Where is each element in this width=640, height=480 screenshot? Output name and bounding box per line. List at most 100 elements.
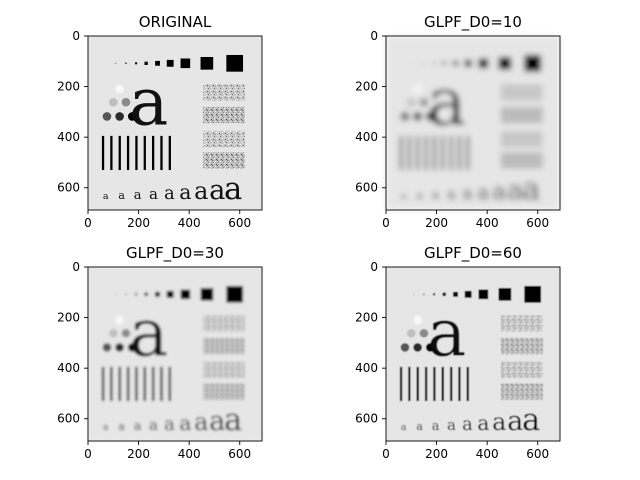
circle-mark [127,112,137,121]
noise-rectangle [203,337,245,355]
axes-frame [385,266,561,442]
vertical-bar [160,366,163,402]
small-letter: a [179,180,191,204]
noise-rectangle [203,152,245,169]
noise-rectangle [203,130,245,148]
vertical-bar [110,366,113,402]
square-mark [144,292,148,296]
square-mark [180,58,191,69]
vertical-bar [416,135,419,171]
circle-mark [400,343,410,352]
small-letter: a [416,420,423,433]
square-mark [200,287,214,301]
x-tick-label: 200 [425,216,448,230]
circle-mark [413,343,422,352]
square-mark [413,62,415,64]
x-tick-label: 600 [228,216,251,230]
y-tick-label: 600 [57,181,80,195]
circle-mark [115,315,124,325]
panel-title: GLPF_D0=60 [424,244,522,263]
noise-rectangle [501,84,543,101]
x-tick-label: 200 [425,447,448,461]
y-tick-label: 400 [57,130,80,144]
test-pattern-image: aa a a a a a a aa [88,36,262,210]
small-letter: a [447,185,456,203]
noise-rectangle [501,383,543,400]
panel-title: GLPF_D0=30 [126,244,224,263]
vertical-bar [449,366,453,402]
noise-rectangle [203,315,245,332]
square-mark [442,292,446,296]
small-letter: a [194,177,208,205]
square-mark [524,54,542,72]
x-tick-label: 0 [84,447,92,461]
vertical-bar [441,135,444,171]
small-letter: a [401,422,407,433]
axes-frame [385,35,561,211]
square-mark [453,60,458,66]
y-tick-label: 600 [355,181,378,195]
circle-mark [102,343,112,352]
noise-rectangle [203,106,245,124]
vertical-bar [399,135,403,171]
vertical-bar [424,135,428,171]
panel-title: ORIGINAL [139,13,212,31]
noise-rectangle [501,152,543,169]
axes-frame [87,35,263,211]
vertical-bar [160,135,163,171]
square-mark [524,285,542,303]
vertical-bar [458,135,461,171]
vertical-bar [110,135,113,171]
circle-mark [108,328,118,338]
x-tick-label: 600 [228,447,251,461]
small-letter: a [522,171,540,207]
vertical-bar [441,366,444,402]
square-mark [464,290,472,298]
y-tick-label: 200 [57,80,80,94]
big-letter: a [427,64,466,141]
small-letter: a [401,191,407,202]
square-mark [180,289,191,300]
noise-rectangle [501,315,543,332]
small-letter: a [209,406,225,437]
vertical-bar [466,135,469,171]
vertical-bar [135,366,138,402]
y-tick-label: 600 [355,412,378,426]
x-tick-label: 200 [127,216,150,230]
small-letter: a [194,408,208,436]
x-tick-label: 400 [178,216,201,230]
square-mark [200,56,214,70]
circle-mark [425,343,435,352]
small-letter: a [118,189,125,202]
square-mark [433,62,436,65]
vertical-bar [126,366,130,402]
small-letter: a [149,416,158,434]
vertical-bar [433,135,436,171]
big-letter: a [129,64,168,141]
square-mark [144,61,148,65]
x-tick-label: 200 [127,447,150,461]
noise-rectangle [501,106,543,124]
noise-rectangle [501,130,543,148]
y-tick-label: 200 [57,311,80,325]
circle-mark [115,112,124,121]
x-tick-label: 0 [84,216,92,230]
small-letter: a [134,419,142,434]
circle-mark [121,97,131,107]
square-mark [125,62,127,64]
small-letter: a [224,402,242,438]
vertical-bar [399,366,403,402]
square-mark [166,59,174,67]
small-letter: a [507,175,523,206]
circle-mark [425,112,435,121]
circle-mark [115,84,124,94]
test-pattern-image: aa a a a a a a aa [386,36,560,210]
vertical-bar [135,135,138,171]
vertical-bar [416,366,419,402]
square-mark [423,293,425,295]
circle-mark [400,112,410,121]
circle-mark [108,97,118,107]
square-mark [478,289,489,300]
vertical-bar [433,366,436,402]
